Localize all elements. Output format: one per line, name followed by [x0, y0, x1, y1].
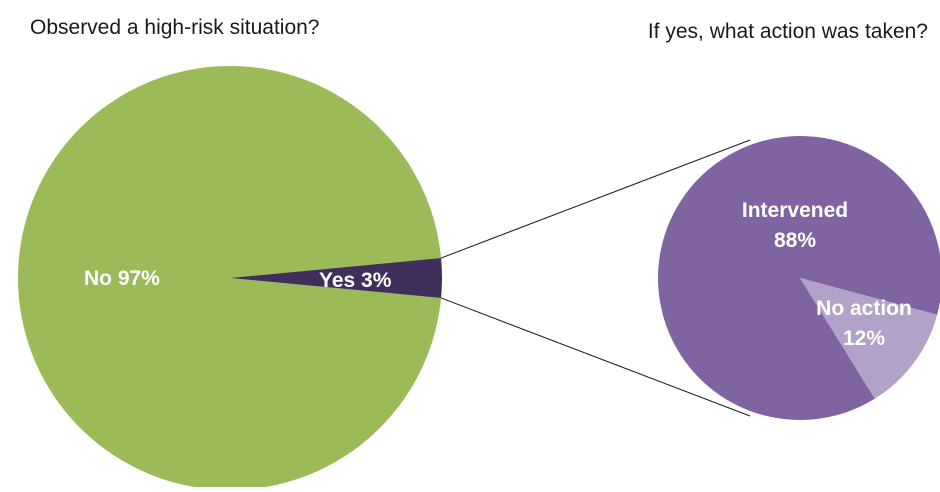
- connector-line-top: [440, 139, 751, 259]
- main-pie: [18, 66, 443, 491]
- slice-label-intervened-name: Intervened: [742, 199, 848, 222]
- detail-pie: [658, 136, 940, 420]
- main-pie-title: Observed a high-risk situation?: [30, 16, 319, 39]
- connector-line-bottom: [440, 297, 751, 417]
- slice-intervened: [658, 136, 940, 420]
- detail-pie-title: If yes, what action was taken?: [648, 20, 928, 43]
- slice-label-no: No 97%: [84, 267, 160, 290]
- slice-label-no-action-value: 12%: [843, 327, 885, 350]
- slice-label-yes: Yes 3%: [319, 269, 392, 292]
- slice-label-no-action-name: No action: [816, 297, 912, 320]
- slice-yes: [230, 258, 443, 298]
- slice-label-intervened-value: 88%: [774, 229, 816, 252]
- slice-no: [18, 66, 442, 491]
- slice-no-action: [800, 278, 938, 399]
